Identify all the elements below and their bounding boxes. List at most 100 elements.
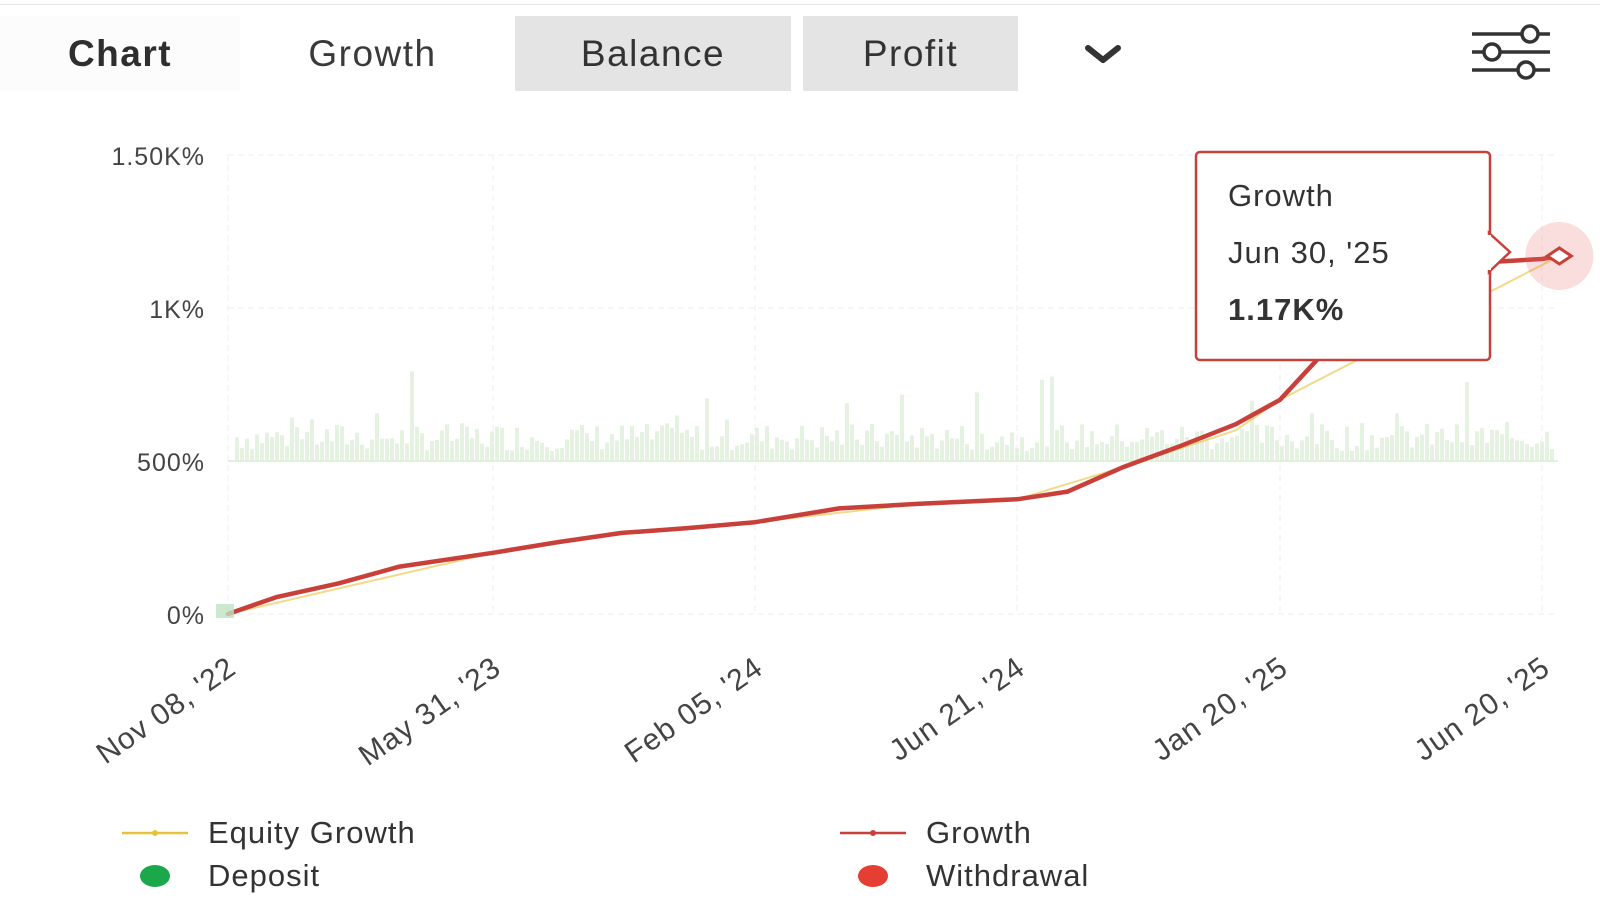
tooltip-pointer xyxy=(1487,230,1512,275)
volume-bar xyxy=(235,437,239,461)
volume-bar xyxy=(425,450,429,461)
volume-bar xyxy=(1480,428,1484,461)
volume-bar xyxy=(1395,413,1399,461)
volume-bar xyxy=(585,433,589,461)
volume-bar xyxy=(450,440,454,461)
volume-bar xyxy=(1260,442,1264,461)
volume-bar xyxy=(615,440,619,461)
legend-growth[interactable]: Growth xyxy=(838,815,1032,851)
volume-bar xyxy=(680,432,684,461)
volume-bar xyxy=(1205,438,1209,461)
volume-bar xyxy=(1285,434,1289,461)
volume-bar xyxy=(1390,435,1394,461)
volume-bar xyxy=(980,433,984,461)
volume-bar xyxy=(1335,448,1339,461)
volume-bar xyxy=(790,449,794,461)
volume-bar xyxy=(1275,440,1279,461)
legend-deposit[interactable]: Deposit xyxy=(120,858,320,894)
growth-chart: 0% 500% 1K% 1.50K% Nov 08, '22 May 31, '23 Fe… xyxy=(91,143,1594,772)
volume-bar xyxy=(600,449,604,461)
volume-bar xyxy=(920,427,924,461)
volume-bar xyxy=(1290,441,1294,461)
volume-bar xyxy=(630,425,634,461)
volume-bar xyxy=(1325,430,1329,461)
volume-bar xyxy=(995,442,999,461)
volume-bar xyxy=(490,431,494,461)
volume-bar xyxy=(515,427,519,461)
volume-bar xyxy=(1415,436,1419,461)
growth-point xyxy=(397,564,402,569)
volume-bar xyxy=(985,449,989,461)
volume-bar xyxy=(710,446,714,461)
growth-point xyxy=(555,540,560,545)
deposit-dot-icon xyxy=(140,865,170,887)
volume-bar xyxy=(670,427,674,461)
volume-bar xyxy=(530,437,534,461)
volume-bar xyxy=(240,447,244,461)
volume-bar xyxy=(365,448,369,461)
volume-bar xyxy=(510,450,514,461)
legend-equity-growth[interactable]: Equity Growth xyxy=(120,815,416,851)
volume-bar xyxy=(700,449,704,461)
volume-bar xyxy=(1550,449,1554,461)
volume-bar xyxy=(290,417,294,461)
volume-bar xyxy=(445,424,449,461)
growth-point xyxy=(837,506,842,511)
volume-bar xyxy=(345,444,349,461)
volume-bar xyxy=(785,441,789,461)
volume-bar xyxy=(635,437,639,461)
volume-bar xyxy=(1105,443,1109,461)
volume-bar xyxy=(1035,442,1039,461)
volume-bar xyxy=(1200,430,1204,461)
volume-bar xyxy=(1315,444,1319,461)
volume-bar xyxy=(405,443,409,461)
volume-bar xyxy=(935,448,939,461)
volume-bar xyxy=(835,430,839,461)
volume-bar xyxy=(885,433,889,461)
volume-bar xyxy=(1440,428,1444,461)
volume-bar xyxy=(325,429,329,461)
growth-legend-icon xyxy=(840,830,906,836)
volume-bar xyxy=(910,435,914,461)
volume-bar xyxy=(280,435,284,461)
tab-balance[interactable]: Balance xyxy=(515,16,791,91)
growth-point xyxy=(336,581,341,586)
volume-bar xyxy=(440,430,444,461)
tab-chart[interactable]: Chart xyxy=(0,16,240,91)
volume-bar xyxy=(540,442,544,461)
y-tick-label: 1K% xyxy=(149,296,205,324)
volume-bar xyxy=(1065,442,1069,461)
volume-bar xyxy=(300,439,304,461)
volume-bar xyxy=(1410,447,1414,461)
volume-bar xyxy=(465,426,469,461)
tab-growth[interactable]: Growth xyxy=(308,32,437,74)
volume-bar xyxy=(1225,442,1229,461)
volume-bar xyxy=(775,437,779,461)
volume-bar xyxy=(1355,445,1359,461)
volume-bar xyxy=(715,446,719,461)
volume-bar xyxy=(695,426,699,461)
volume-bar xyxy=(900,394,904,461)
volume-bar xyxy=(955,438,959,461)
volume-bar xyxy=(1525,444,1529,461)
legend-withdrawal[interactable]: Withdrawal xyxy=(838,858,1089,894)
y-tick-label: 0% xyxy=(167,602,205,630)
volume-bar xyxy=(1500,434,1504,461)
volume-bar xyxy=(420,433,424,461)
tooltip-title: Growth xyxy=(1228,178,1334,213)
volume-bar xyxy=(1305,436,1309,461)
volume-bar xyxy=(1265,425,1269,461)
tab-profit[interactable]: Profit xyxy=(803,16,1018,91)
volume-bar xyxy=(310,419,314,461)
tooltip: Growth Jun 30, '25 1.17K% xyxy=(1194,150,1512,362)
volume-bar xyxy=(1400,426,1404,461)
more-tabs-button[interactable] xyxy=(1078,38,1128,72)
volume-bar xyxy=(815,447,819,461)
volume-bar xyxy=(1360,423,1364,461)
volume-bar xyxy=(260,443,264,461)
volume-bar xyxy=(830,441,834,461)
volume-bar xyxy=(520,446,524,461)
volume-bar xyxy=(975,392,979,461)
chart-settings-button[interactable] xyxy=(1466,24,1556,80)
chevron-down-icon xyxy=(1085,45,1121,63)
